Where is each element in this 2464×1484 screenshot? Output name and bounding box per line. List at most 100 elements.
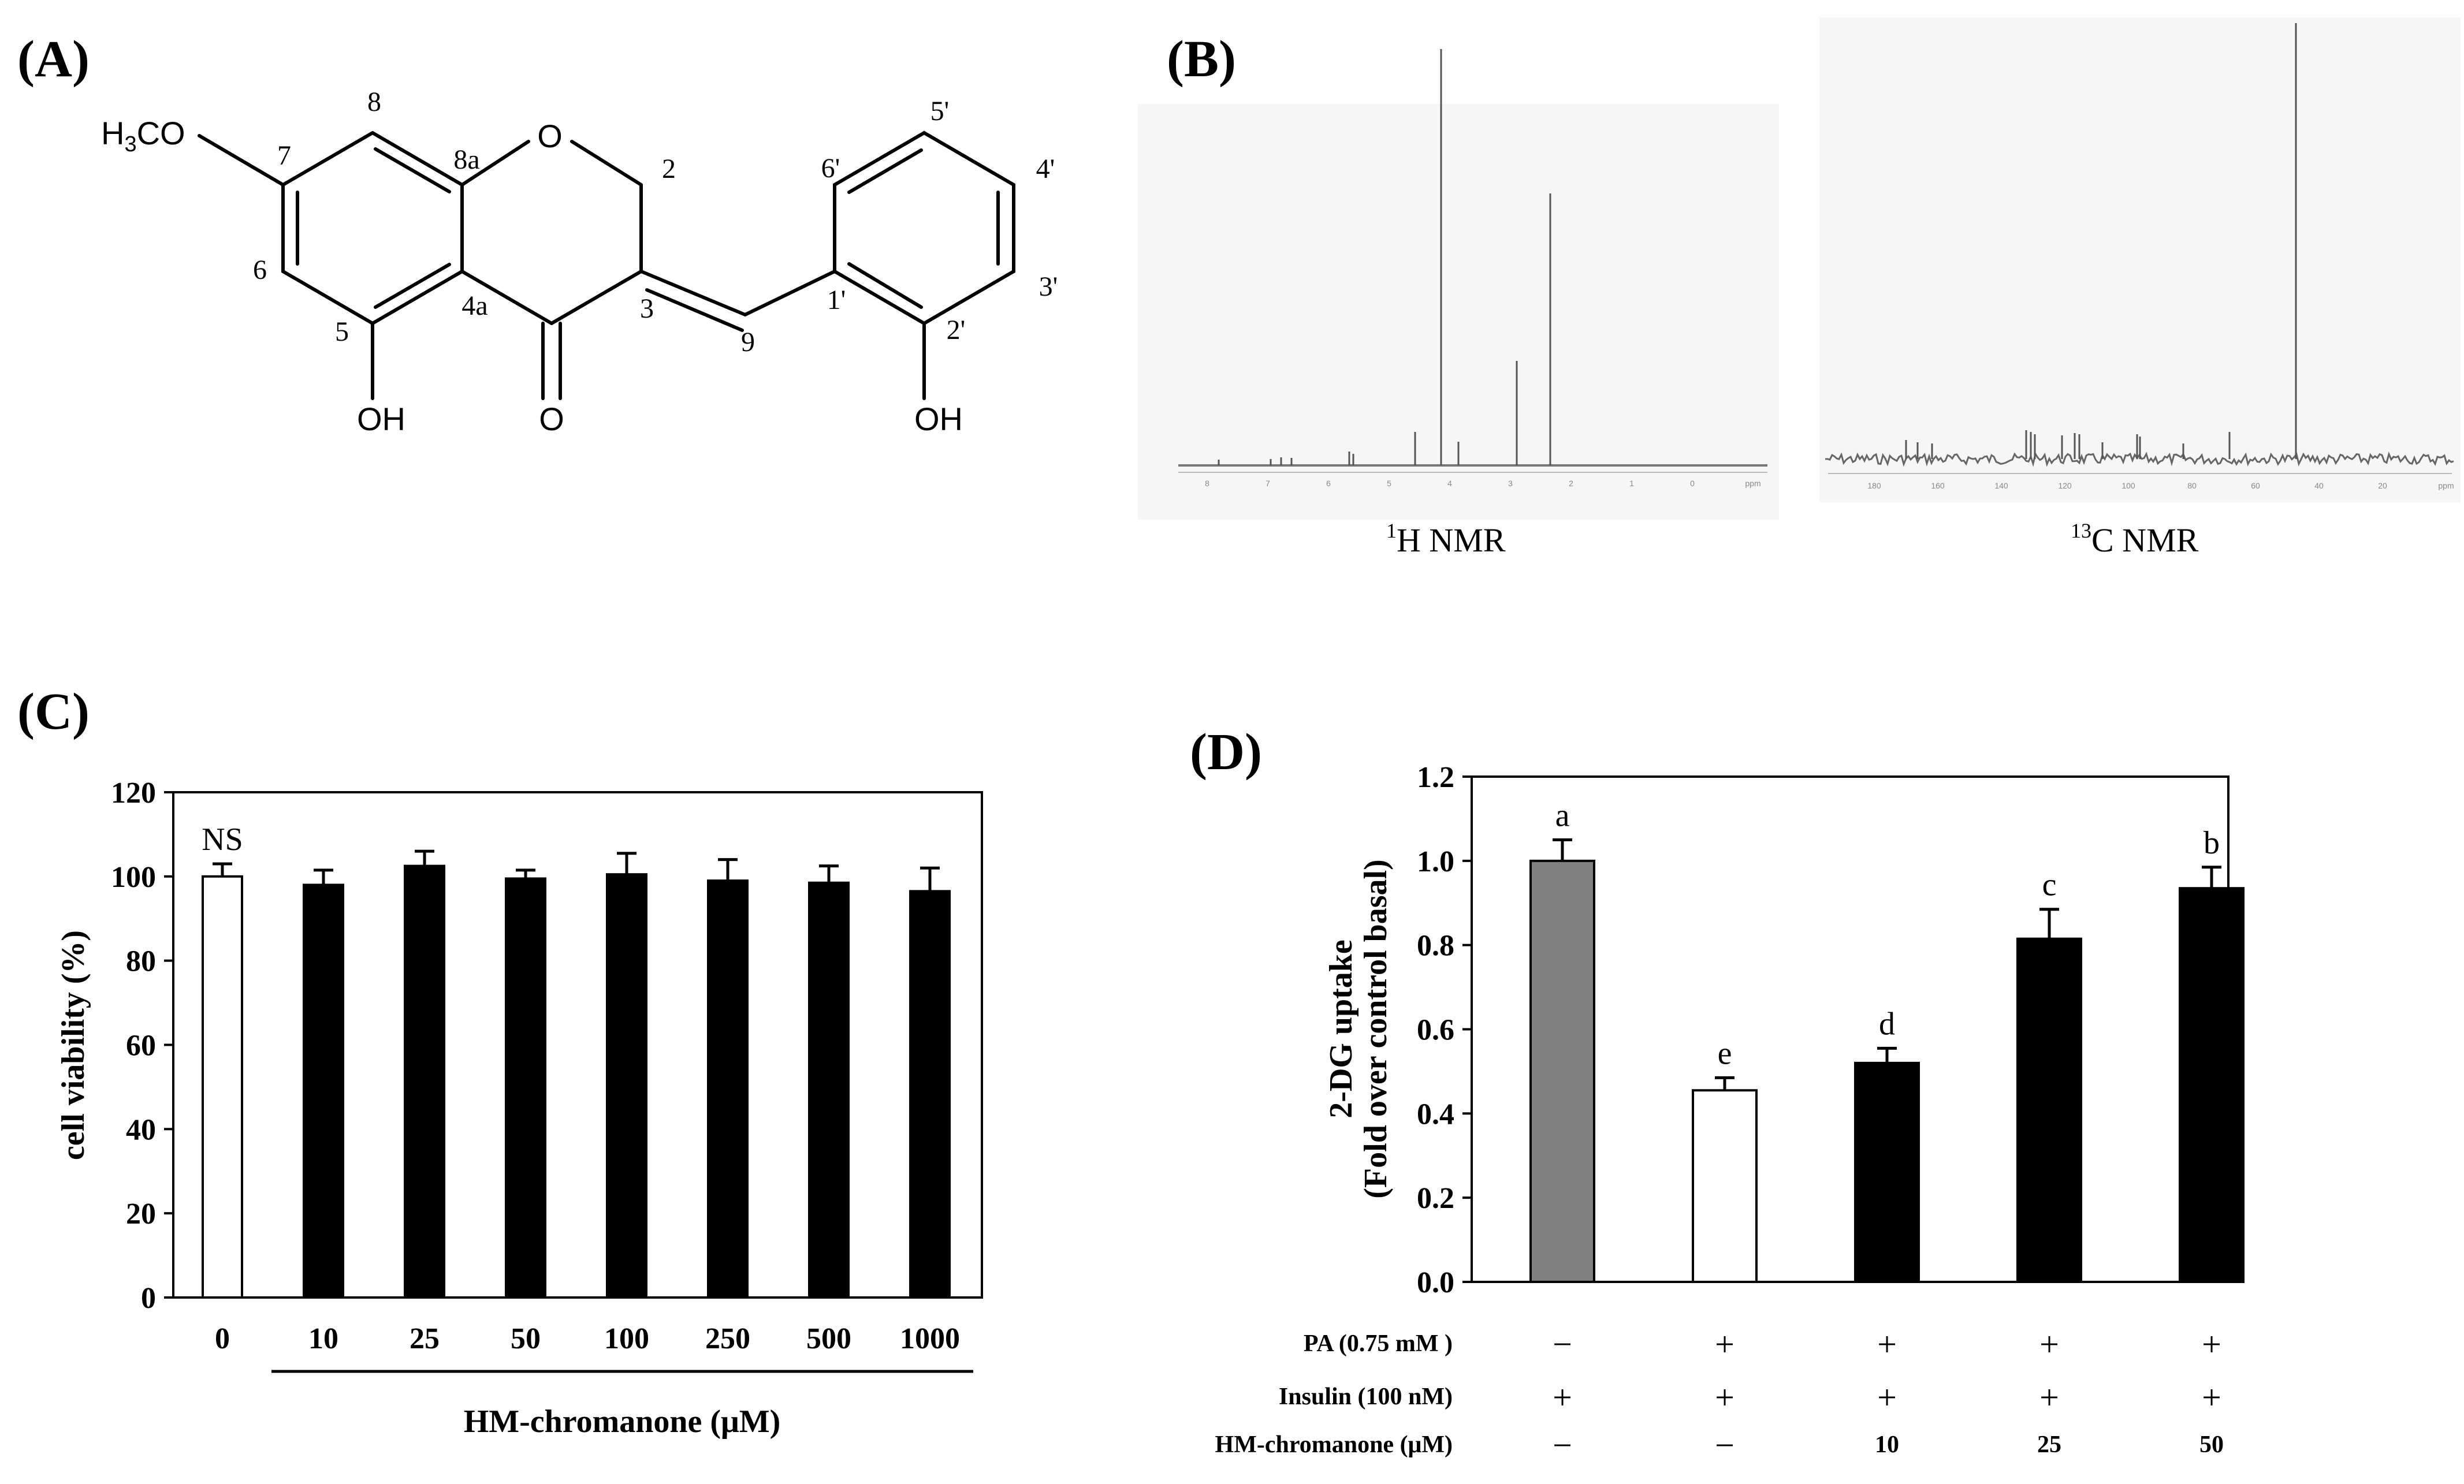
condition-value: 50 — [2199, 1431, 2224, 1458]
y-tick-label: 0.6 — [1417, 1014, 1454, 1047]
h-nmr-tick-label: ppm — [1745, 479, 1760, 488]
carbonyl-oxygen-label: O — [539, 401, 564, 437]
bar — [2179, 887, 2245, 1283]
structure-labels: H3CO O O OH OH — [101, 115, 963, 437]
condition-value: + — [2202, 1325, 2221, 1363]
h-nmr-label: 1H NMR — [1386, 519, 1506, 559]
condition-value: + — [2039, 1378, 2059, 1416]
chart-c-frame — [172, 791, 983, 1299]
condition-row-label: PA (0.75 mM ) — [1304, 1330, 1453, 1357]
atom-num-9: 9 — [741, 327, 755, 357]
bar — [808, 881, 850, 1299]
significance-label: c — [2042, 867, 2057, 903]
condition-value: − — [1553, 1426, 1572, 1464]
atom-num-2p: 2' — [947, 315, 966, 345]
ring-oxygen-label: O — [537, 118, 563, 154]
atom-num-8a: 8a — [453, 144, 479, 175]
bar — [505, 877, 546, 1299]
condition-value: + — [1553, 1378, 1572, 1416]
c-nmr-spectrum: 180 160 140 120 100 80 60 40 20 ppm 13C NMR — [1819, 17, 2461, 559]
bar — [707, 879, 749, 1299]
bond-c4-c4a — [460, 270, 553, 325]
chart-d-y-axis-subtitle: (Fold over control basal) — [1358, 859, 1394, 1198]
x-tick-label: 10 — [308, 1322, 338, 1355]
significance-label: b — [2204, 825, 2220, 861]
y-tick-label: 40 — [126, 1113, 156, 1146]
atom-num-8: 8 — [367, 87, 381, 117]
panel-label-b: (B) — [1167, 31, 1236, 88]
c-nmr-tick-label: 120 — [2058, 481, 2072, 490]
h-nmr-tick-label: 6 — [1326, 479, 1331, 488]
condition-value: 10 — [1875, 1431, 1899, 1458]
condition-value: + — [1877, 1378, 1897, 1416]
chemical-structure — [198, 130, 1015, 400]
c-nmr-tick-label: 20 — [2378, 481, 2387, 490]
h-nmr-tick-label: 0 — [1690, 479, 1695, 488]
ring-b-double-3 — [847, 262, 923, 309]
chart-d-bars: a e d c b — [1529, 797, 2245, 1284]
condition-value: + — [1715, 1378, 1735, 1416]
bond-o-c2 — [570, 140, 643, 187]
panel-label-c: (C) — [17, 683, 90, 740]
h-nmr-tick-label: 5 — [1387, 479, 1391, 488]
chart-d-conditions: PA (0.75 mM ) − + + + + Insulin (100 nM) + + + + + H… — [1215, 1325, 2224, 1464]
c-nmr-peaks — [1905, 23, 2297, 459]
h-nmr-tick-label: 1 — [1629, 479, 1634, 488]
condition-value: + — [2202, 1378, 2221, 1416]
bar — [303, 883, 344, 1299]
significance-label: NS — [202, 822, 243, 857]
significance-label: a — [1555, 797, 1570, 833]
chart-c-x-ticks: 0 10 25 50 100 250 500 1000 — [215, 1322, 960, 1355]
atom-numbers: 8 8a 2 7 6 5 4a 3 9 1' 2' 3' 4' 5' 6' — [253, 87, 1058, 357]
atom-num-3p: 3' — [1039, 271, 1058, 302]
x-tick-label: 250 — [705, 1322, 750, 1355]
c-nmr-ticks: 180 160 140 120 100 80 60 40 20 ppm — [1867, 481, 2454, 490]
x-tick-label: 0 — [215, 1322, 230, 1355]
y-tick-label: 0 — [141, 1282, 156, 1315]
bar — [2016, 937, 2082, 1283]
significance-label: e — [1718, 1035, 1732, 1071]
x-tick-label: 25 — [410, 1322, 440, 1355]
atom-num-1p: 1' — [827, 285, 846, 315]
c-nmr-tick-label: 180 — [1867, 481, 1881, 490]
y-tick-label: 0.4 — [1417, 1098, 1454, 1131]
bar — [1692, 1089, 1758, 1283]
y-tick-label: 100 — [111, 861, 156, 894]
c-nmr-label: 13C NMR — [2071, 519, 2199, 559]
ring-b-double-1 — [847, 148, 923, 194]
c-nmr-paper — [1819, 17, 2461, 502]
bar — [606, 873, 647, 1299]
h-nmr-tick-label: 8 — [1205, 479, 1209, 488]
chart-d-y-axis-title: 2-DG uptake — [1323, 939, 1359, 1118]
bond-c3-c9-double — [645, 288, 744, 332]
condition-row-label: Insulin (100 nM) — [1279, 1384, 1453, 1410]
c-nmr-tick-label: 160 — [1931, 481, 1945, 490]
chart-d-y-ticks: 0.0 0.2 0.4 0.6 0.8 1.0 1.2 — [1417, 761, 1472, 1299]
h-nmr-tick-label: 4 — [1447, 479, 1452, 488]
bond-c7-o — [198, 134, 285, 187]
x-tick-label: 100 — [604, 1322, 649, 1355]
c-nmr-tick-label: ppm — [2438, 481, 2454, 490]
atom-num-5: 5 — [335, 316, 349, 347]
panel-label-a: (A) — [17, 31, 90, 88]
c-nmr-tick-label: 40 — [2314, 481, 2324, 490]
chart-c-x-axis-title: HM-chromanone (μM) — [464, 1404, 781, 1440]
c-nmr-tick-label: 100 — [2121, 481, 2135, 490]
y-tick-label: 0.8 — [1417, 930, 1454, 963]
atom-num-6: 6 — [253, 255, 267, 285]
ring-a-bonds — [281, 131, 464, 326]
atom-num-3: 3 — [640, 293, 654, 324]
bond-8a-o — [460, 140, 530, 187]
h-nmr-spectrum: 8 7 6 5 4 3 2 1 0 ppm 1H NMR — [1138, 49, 1779, 559]
chart-c-bars: NS — [202, 822, 951, 1299]
bond-c9-c1p — [743, 270, 836, 316]
h-nmr-tick-label: 2 — [1569, 479, 1573, 488]
oh-2p-label: OH — [914, 401, 963, 437]
y-tick-label: 120 — [111, 777, 156, 810]
condition-value: 25 — [2037, 1431, 2061, 1458]
c-nmr-tick-label: 80 — [2187, 481, 2197, 490]
methoxy-label: H3CO — [101, 115, 185, 156]
condition-value: − — [1553, 1325, 1572, 1363]
